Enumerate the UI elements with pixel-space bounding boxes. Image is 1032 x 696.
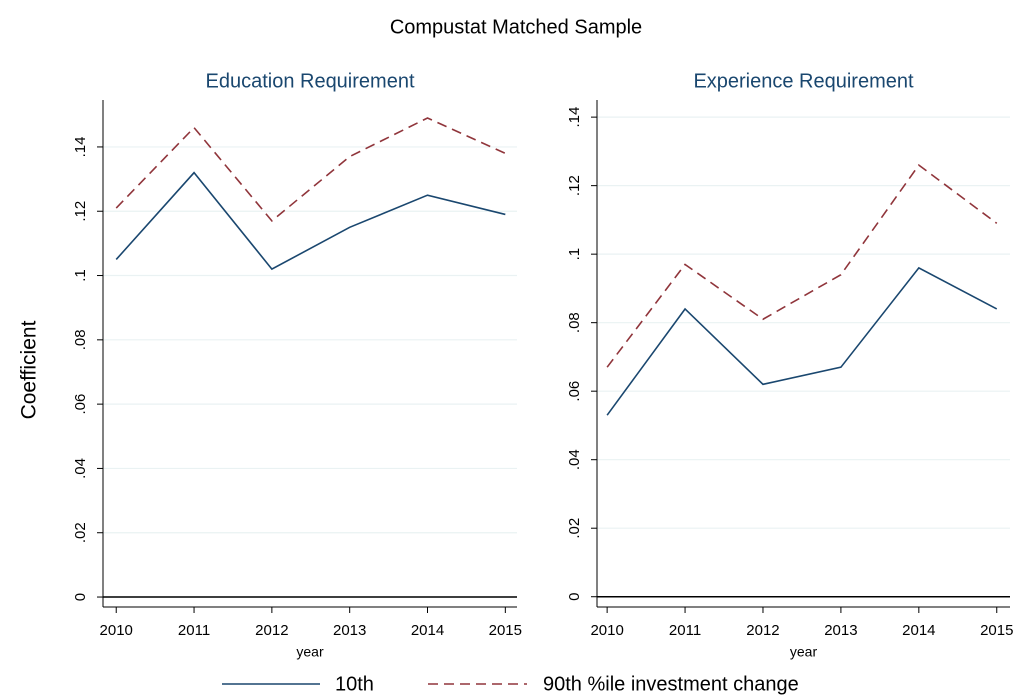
x-tick-label: 2010 xyxy=(590,622,623,639)
y-tick-label: .12 xyxy=(566,175,583,196)
series-line xyxy=(606,163,998,368)
legend-label: 10th xyxy=(335,673,374,695)
x-tick-label: 2011 xyxy=(669,622,701,639)
x-tick-label: 2013 xyxy=(333,622,366,639)
x-tick-label: 2014 xyxy=(902,622,935,639)
y-tick-label: .06 xyxy=(566,381,583,402)
x-axis-label: year xyxy=(790,644,818,660)
x-axis-label: year xyxy=(296,644,324,660)
subplot-title: Education Requirement xyxy=(205,70,414,92)
y-tick-label: .02 xyxy=(72,522,89,543)
y-tick-label: .04 xyxy=(566,449,583,470)
x-tick-label: 2013 xyxy=(824,622,857,639)
y-tick-label: .08 xyxy=(566,312,583,333)
y-tick-label: .04 xyxy=(72,458,89,479)
x-tick-label: 2015 xyxy=(980,622,1013,639)
y-tick-label: .08 xyxy=(72,329,89,350)
y-tick-label: .14 xyxy=(566,107,583,128)
y-tick-label: .1 xyxy=(72,269,89,282)
subplot-title: Experience Requirement xyxy=(693,70,914,92)
y-tick-label: 0 xyxy=(72,593,89,601)
y-tick-label: .14 xyxy=(72,137,89,158)
x-tick-label: 2011 xyxy=(178,622,210,639)
x-tick-label: 2014 xyxy=(411,622,444,639)
legend-label: 90th %ile investment change xyxy=(543,673,799,695)
y-tick-label: .12 xyxy=(72,201,89,222)
x-tick-label: 2012 xyxy=(746,622,779,639)
y-axis-label: Coefficient xyxy=(18,320,41,419)
figure-title: Compustat Matched Sample xyxy=(390,16,642,38)
x-tick-label: 2012 xyxy=(255,622,288,639)
series-line xyxy=(115,117,506,223)
y-tick-label: .06 xyxy=(72,394,89,415)
y-tick-label: .1 xyxy=(566,248,583,261)
x-tick-label: 2010 xyxy=(100,622,133,639)
y-tick-label: .02 xyxy=(566,518,583,539)
series-line xyxy=(115,171,506,271)
x-tick-label: 2015 xyxy=(489,622,522,639)
y-tick-label: 0 xyxy=(566,593,583,601)
series-line xyxy=(606,266,998,416)
